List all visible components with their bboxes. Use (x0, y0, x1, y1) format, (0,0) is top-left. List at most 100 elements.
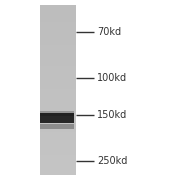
Bar (40, 138, 76, 139)
Bar (40, 104, 76, 105)
Bar (40, 49, 76, 51)
Bar (40, 122, 76, 124)
Bar (40, 94, 76, 96)
Bar (40, 118, 76, 120)
Bar (40, 149, 76, 151)
Bar (40, 170, 76, 172)
Bar (40, 146, 76, 148)
Bar (40, 160, 76, 162)
Bar (40, 119, 76, 121)
Bar (40, 44, 76, 46)
Bar (40, 162, 76, 163)
Bar (40, 132, 76, 134)
Bar (40, 126, 76, 128)
Bar (40, 129, 76, 131)
Bar (40, 87, 76, 89)
Bar (40, 47, 76, 49)
Bar (40, 8, 76, 10)
Bar (40, 116, 76, 118)
Bar (40, 66, 76, 68)
Bar (40, 63, 76, 65)
Bar (40, 19, 76, 21)
Bar (40, 39, 76, 41)
Bar (40, 113, 74, 123)
Bar (40, 150, 76, 152)
Bar (40, 102, 76, 104)
Bar (40, 88, 76, 90)
Bar (40, 123, 76, 125)
Bar (40, 56, 76, 58)
Bar (40, 108, 76, 110)
Bar (40, 105, 76, 107)
Bar (40, 115, 76, 117)
Bar (40, 173, 76, 175)
Bar (40, 95, 76, 97)
Bar (40, 98, 76, 100)
Bar (40, 140, 76, 142)
Bar (40, 77, 76, 79)
Bar (40, 46, 76, 48)
Bar (40, 124, 74, 129)
Bar (40, 11, 76, 12)
Bar (40, 114, 76, 115)
Bar (40, 74, 76, 76)
Bar (40, 143, 76, 145)
Bar (40, 40, 76, 42)
Bar (40, 154, 76, 156)
Bar (40, 16, 76, 18)
Bar (40, 76, 76, 77)
Bar (40, 167, 76, 169)
Bar (40, 91, 76, 93)
Text: 150kd: 150kd (97, 110, 127, 120)
Bar (40, 18, 76, 19)
Bar (40, 171, 76, 173)
Bar (40, 21, 76, 22)
Bar (40, 125, 76, 127)
Bar (40, 163, 76, 165)
Bar (40, 112, 76, 114)
Bar (40, 128, 76, 129)
Bar (40, 22, 76, 24)
Bar (40, 159, 76, 161)
Bar (40, 32, 76, 34)
Bar (40, 101, 76, 103)
Bar (40, 130, 76, 132)
Text: 100kd: 100kd (97, 73, 127, 83)
Bar (40, 111, 76, 112)
Bar (40, 157, 76, 159)
Bar (40, 107, 76, 108)
Bar (40, 51, 76, 53)
Bar (40, 37, 76, 39)
Bar (40, 97, 76, 98)
Bar (40, 29, 76, 31)
Bar (40, 84, 76, 86)
Bar (40, 6, 76, 8)
Bar (40, 43, 76, 45)
Bar (40, 36, 76, 38)
Bar (40, 5, 76, 7)
Bar (40, 147, 76, 149)
Bar (40, 73, 76, 75)
Bar (40, 100, 76, 101)
Bar (40, 93, 76, 94)
Bar (40, 42, 76, 43)
Bar (40, 35, 76, 36)
Bar (40, 139, 76, 141)
Bar (40, 71, 76, 73)
Bar (40, 53, 76, 55)
Bar (40, 9, 76, 11)
Bar (40, 26, 76, 28)
Bar (40, 57, 76, 59)
Bar (40, 142, 76, 144)
Bar (40, 33, 76, 35)
Bar (40, 121, 76, 122)
Bar (40, 12, 76, 14)
Bar (40, 152, 76, 153)
Bar (40, 30, 76, 32)
Bar (40, 153, 76, 155)
Bar (40, 145, 76, 146)
Bar (40, 156, 76, 158)
Bar (40, 164, 76, 166)
Bar (40, 83, 76, 84)
Bar (40, 60, 76, 62)
